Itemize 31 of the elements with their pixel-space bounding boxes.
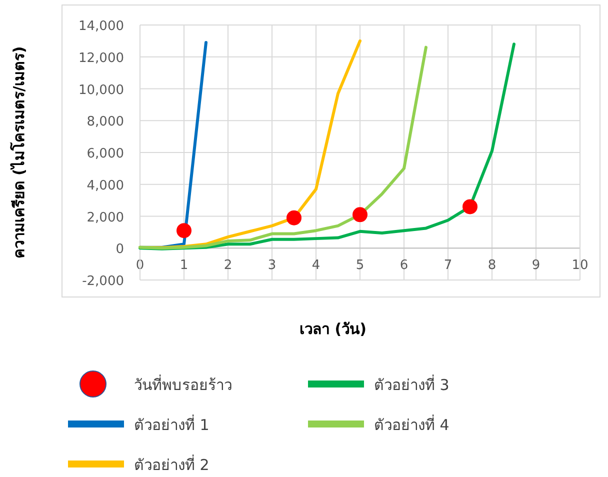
point <box>462 199 478 214</box>
x-tick-label: 2 <box>224 258 232 274</box>
y-tick-label: -2,000 <box>82 274 124 289</box>
y-tick-label: 0 <box>116 242 124 258</box>
legend-label: วันที่พบรอยร้าว <box>134 374 232 394</box>
line-series <box>138 46 428 250</box>
y-tick-label: 6,000 <box>86 146 124 162</box>
x-tick-label: 3 <box>268 258 276 274</box>
x-tick-label: 10 <box>572 258 588 274</box>
y-axis-title: ความเครียด (ไมโครเมตร/เมตร) <box>9 46 28 259</box>
x-tick-label: 1 <box>180 258 188 274</box>
x-tick-label: 6 <box>400 258 408 274</box>
y-tick-label: 10,000 <box>78 82 124 98</box>
x-axis-title: เวลา (วัน) <box>300 320 366 338</box>
x-tick-label: 9 <box>532 258 540 274</box>
x-tick-label: 4 <box>312 258 320 274</box>
point <box>176 223 192 238</box>
y-tick-label: 2,000 <box>86 210 124 226</box>
y-tick-label: 12,000 <box>78 50 124 66</box>
y-tick-label: 4,000 <box>86 178 124 194</box>
legend-label: ตัวอย่างที่ 4 <box>374 414 450 434</box>
x-tick-label: 7 <box>444 258 452 274</box>
legend-label: ตัวอย่างที่ 1 <box>134 414 210 434</box>
point <box>286 210 302 226</box>
x-tick-label: 5 <box>356 258 364 274</box>
legend-label: ตัวอย่างที่ 2 <box>134 454 210 474</box>
y-tick-label: 8,000 <box>86 114 124 130</box>
y-tick-label: 14,000 <box>78 19 124 34</box>
point <box>352 207 368 222</box>
x-tick-label: 8 <box>488 258 496 274</box>
legend-label: ตัวอย่างที่ 3 <box>374 374 450 394</box>
